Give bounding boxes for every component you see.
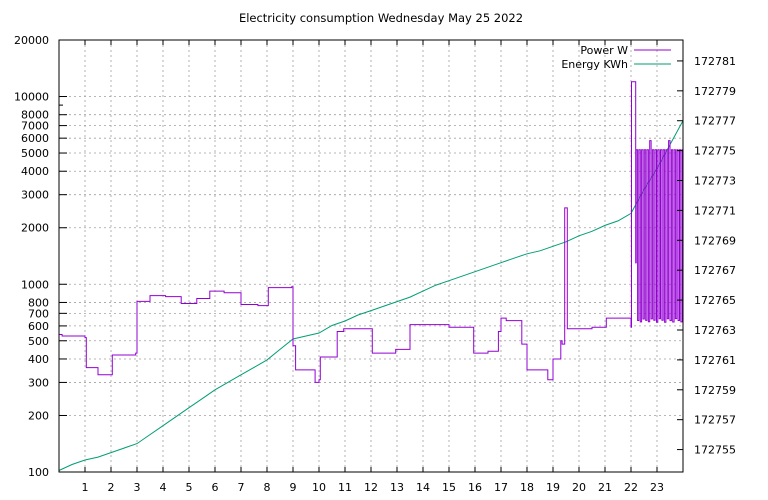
x-tick-label: 5 bbox=[186, 481, 193, 494]
y-tick-label: 2000 bbox=[21, 222, 49, 235]
y2-tick-label: 172757 bbox=[694, 414, 736, 427]
x-tick-label: 13 bbox=[390, 481, 404, 494]
y-tick-label: 1000 bbox=[21, 278, 49, 291]
axis-ticks bbox=[59, 39, 683, 473]
y2-tick-label: 172771 bbox=[694, 204, 736, 217]
grid-lines bbox=[59, 40, 683, 472]
y-tick-label: 6000 bbox=[21, 132, 49, 145]
y2-tick-label: 172775 bbox=[694, 145, 736, 158]
y2-tick-label: 172773 bbox=[694, 175, 736, 188]
x-tick-label: 3 bbox=[134, 481, 141, 494]
y2-tick-label: 172779 bbox=[694, 85, 736, 98]
y-tick-label: 500 bbox=[28, 335, 49, 348]
x-tick-label: 9 bbox=[290, 481, 297, 494]
y-tick-label: 5000 bbox=[21, 147, 49, 160]
x-tick-label: 15 bbox=[442, 481, 456, 494]
x-tick-label: 18 bbox=[520, 481, 534, 494]
x-tick-label: 19 bbox=[546, 481, 560, 494]
x-tick-label: 20 bbox=[572, 481, 586, 494]
x-tick-label: 4 bbox=[160, 481, 167, 494]
x-tick-label: 12 bbox=[364, 481, 378, 494]
y2-tick-label: 172767 bbox=[694, 264, 736, 277]
y2-tick-label: 172761 bbox=[694, 354, 736, 367]
x-tick-label: 16 bbox=[468, 481, 482, 494]
y2-tick-label: 172759 bbox=[694, 384, 736, 397]
y-tick-label: 200 bbox=[28, 409, 49, 422]
x-tick-label: 7 bbox=[238, 481, 245, 494]
y-tick-label: 4000 bbox=[21, 165, 49, 178]
legend: Power W Energy KWh bbox=[561, 44, 671, 71]
y-tick-label: 600 bbox=[28, 320, 49, 333]
x-tick-label: 17 bbox=[494, 481, 508, 494]
x-tick-label: 22 bbox=[624, 481, 638, 494]
x-tick-label: 8 bbox=[264, 481, 271, 494]
x-tick-label: 1 bbox=[82, 481, 89, 494]
energy-series-line bbox=[58, 120, 684, 471]
y2-tick-label: 172769 bbox=[694, 234, 736, 247]
x-tick-label: 21 bbox=[598, 481, 612, 494]
legend-label-power: Power W bbox=[580, 44, 628, 57]
y-tick-label: 100 bbox=[28, 466, 49, 479]
tick-labels: 1 2 3 4 5 6 7 8 9 10 11 12 13 14 15 16 17 18 19 20 21 22 23100… bbox=[14, 34, 736, 494]
series-layer bbox=[58, 81, 684, 471]
y-tick-label: 800 bbox=[28, 296, 49, 309]
y-tick-label: 300 bbox=[28, 376, 49, 389]
y2-tick-label: 172777 bbox=[694, 115, 736, 128]
x-tick-label: 11 bbox=[338, 481, 352, 494]
y-tick-label: 7000 bbox=[21, 120, 49, 133]
y-tick-label: 8000 bbox=[21, 109, 49, 122]
x-tick-label: 6 bbox=[212, 481, 219, 494]
x-tick-label: 2 bbox=[108, 481, 115, 494]
y-tick-label: 3000 bbox=[21, 189, 49, 202]
y-tick-label: 400 bbox=[28, 353, 49, 366]
chart-title: Electricity consumption Wednesday May 25… bbox=[239, 11, 523, 25]
y2-tick-label: 172755 bbox=[694, 444, 736, 457]
y2-tick-label: 172765 bbox=[694, 294, 736, 307]
y-tick-label: 20000 bbox=[14, 34, 49, 47]
y-tick-label: 10000 bbox=[14, 91, 49, 104]
y2-tick-label: 172763 bbox=[694, 324, 736, 337]
y-tick-label: 700 bbox=[28, 307, 49, 320]
x-tick-label: 14 bbox=[416, 481, 430, 494]
legend-label-energy: Energy KWh bbox=[561, 58, 628, 71]
y2-tick-label: 172781 bbox=[694, 55, 736, 68]
x-tick-label: 23 bbox=[650, 481, 664, 494]
x-tick-label: 10 bbox=[312, 481, 326, 494]
power-series-line bbox=[59, 81, 683, 383]
